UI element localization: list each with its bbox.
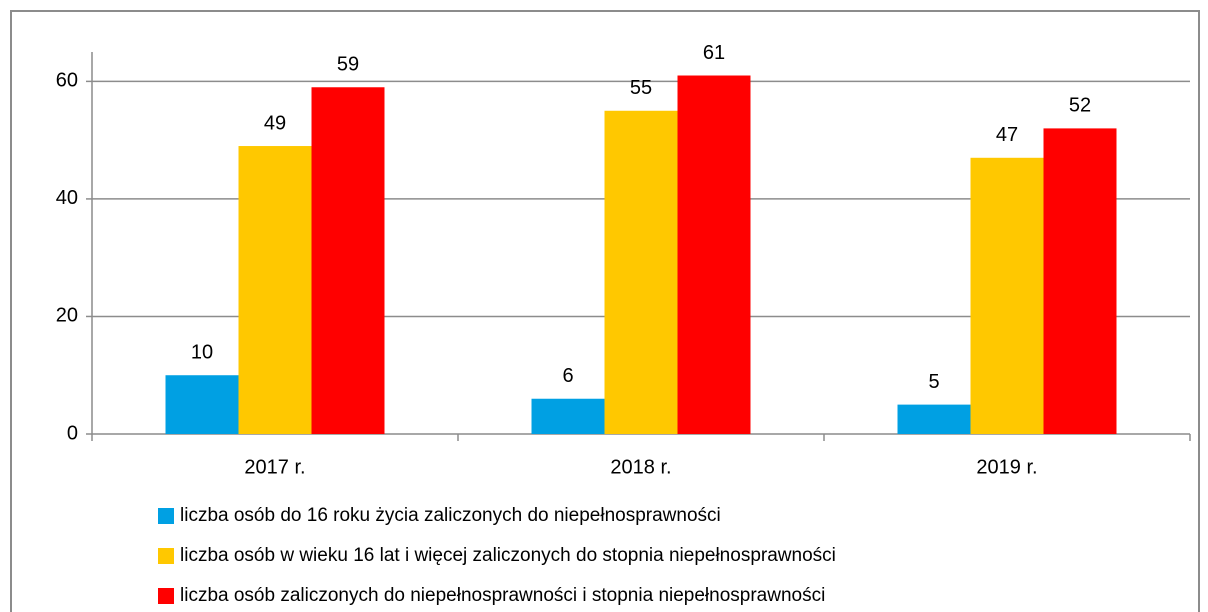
bar — [897, 404, 971, 434]
legend-label: liczba osób do 16 roku życia zaliczonych… — [180, 505, 721, 526]
y-tick-label: 60 — [56, 70, 78, 92]
bar — [311, 87, 385, 434]
legend: liczba osób do 16 roku życia zaliczonych… — [158, 505, 836, 606]
bar — [1043, 128, 1117, 434]
data-label: 52 — [1069, 95, 1091, 117]
x-tick-label: 2017 r. — [244, 456, 305, 478]
data-label: 61 — [703, 42, 725, 64]
legend-label: liczba osób zaliczonych do niepełnospraw… — [180, 585, 825, 606]
y-tick-label: 0 — [67, 422, 78, 444]
chart-frame — [10, 10, 1200, 612]
x-tick-label: 2019 r. — [976, 456, 1037, 478]
data-label: 47 — [996, 124, 1018, 146]
bar — [604, 110, 678, 435]
data-label: 55 — [630, 77, 652, 99]
data-label: 49 — [264, 112, 286, 134]
bar — [238, 146, 312, 434]
legend-swatch — [158, 548, 174, 564]
data-label: 6 — [562, 365, 573, 387]
legend-label: liczba osób w wieku 16 lat i więcej zali… — [180, 545, 836, 566]
bar — [677, 75, 751, 434]
y-tick-label: 40 — [56, 187, 78, 209]
bar — [970, 157, 1044, 435]
data-label: 59 — [337, 54, 359, 76]
x-tick-label: 2018 r. — [610, 456, 671, 478]
y-tick-label: 20 — [56, 305, 78, 327]
data-label: 5 — [928, 371, 939, 393]
legend-swatch — [158, 508, 174, 524]
bar — [531, 398, 605, 434]
bar — [165, 375, 239, 434]
data-label: 10 — [191, 342, 213, 364]
legend-swatch — [158, 588, 174, 604]
